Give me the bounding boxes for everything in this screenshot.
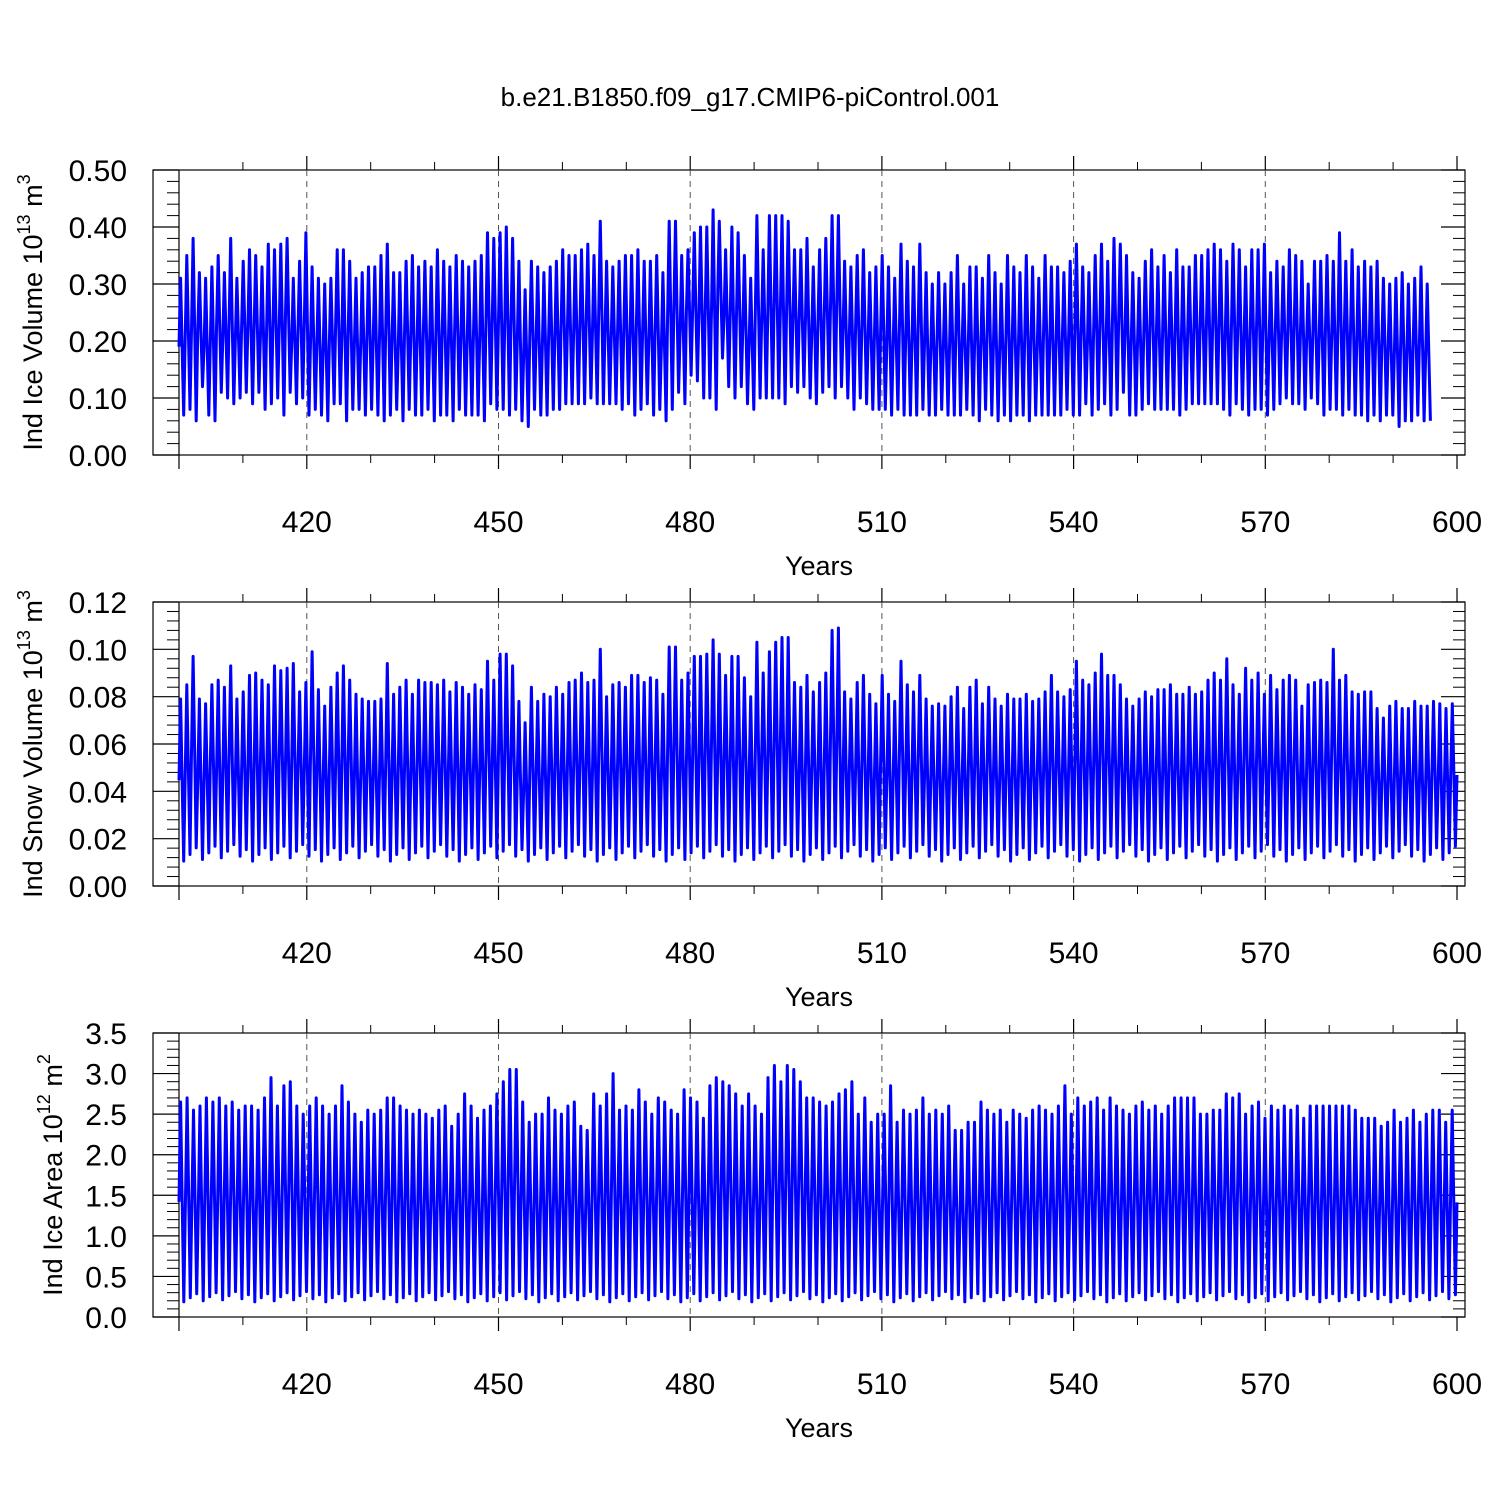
x-tick-label: 570 [1240, 506, 1290, 539]
y-tick-label: 0.0 [85, 1302, 127, 1335]
x-tick-label: 540 [1049, 506, 1099, 539]
y-tick-label: 1.0 [85, 1221, 127, 1254]
y-axis-label: Ind Ice Area 1012 m2 [34, 1054, 68, 1296]
y-tick-label: 0.50 [69, 155, 127, 188]
x-tick-label: 450 [473, 1368, 523, 1401]
x-tick-label: 600 [1432, 937, 1482, 970]
x-tick-label: 510 [857, 937, 907, 970]
x-tick-label: 420 [282, 1368, 332, 1401]
y-tick-label: 0.30 [69, 269, 127, 302]
x-tick-label: 600 [1432, 1368, 1482, 1401]
y-tick-label: 0.40 [69, 212, 127, 245]
y-axis-label: Ind Snow Volume 1013 m3 [14, 590, 48, 898]
series-line [177, 208, 1432, 428]
series-line [177, 626, 1459, 863]
x-tick-label: 480 [665, 506, 715, 539]
x-axis-label: Years [785, 1413, 853, 1443]
y-tick-label: 0.5 [85, 1261, 127, 1294]
x-tick-label: 480 [665, 1368, 715, 1401]
chart-title: b.e21.B1850.f09_g17.CMIP6-piControl.001 [500, 82, 1000, 112]
x-tick-label: 450 [473, 506, 523, 539]
y-tick-label: 3.5 [85, 1018, 127, 1051]
x-tick-label: 570 [1240, 1368, 1290, 1401]
y-tick-label: 0.12 [69, 587, 127, 620]
series-line [177, 1064, 1459, 1304]
x-tick-label: 600 [1432, 506, 1482, 539]
y-tick-label: 0.06 [69, 729, 127, 762]
y-tick-label: 2.0 [85, 1140, 127, 1173]
x-tick-label: 510 [857, 506, 907, 539]
y-tick-label: 0.20 [69, 326, 127, 359]
y-tick-label: 2.5 [85, 1099, 127, 1132]
y-tick-label: 0.00 [69, 440, 127, 473]
y-tick-label: 0.08 [69, 682, 127, 715]
x-axis-label: Years [785, 982, 853, 1012]
y-tick-label: 0.10 [69, 634, 127, 667]
y-tick-label: 0.04 [69, 776, 127, 809]
y-axis-label: Ind Ice Volume 1013 m3 [14, 174, 48, 450]
x-tick-label: 510 [857, 1368, 907, 1401]
x-tick-label: 540 [1049, 937, 1099, 970]
x-tick-label: 570 [1240, 937, 1290, 970]
x-tick-label: 420 [282, 506, 332, 539]
y-tick-label: 0.10 [69, 383, 127, 416]
x-tick-label: 480 [665, 937, 715, 970]
plot-frame [152, 1032, 1466, 1318]
x-tick-label: 540 [1049, 1368, 1099, 1401]
x-tick-label: 420 [282, 937, 332, 970]
x-tick-label: 450 [473, 937, 523, 970]
y-tick-label: 3.0 [85, 1059, 127, 1092]
y-tick-label: 0.00 [69, 871, 127, 904]
y-tick-label: 0.02 [69, 824, 127, 857]
x-axis-label: Years [785, 551, 853, 581]
plot-frame [152, 169, 1466, 456]
y-tick-label: 1.5 [85, 1180, 127, 1213]
